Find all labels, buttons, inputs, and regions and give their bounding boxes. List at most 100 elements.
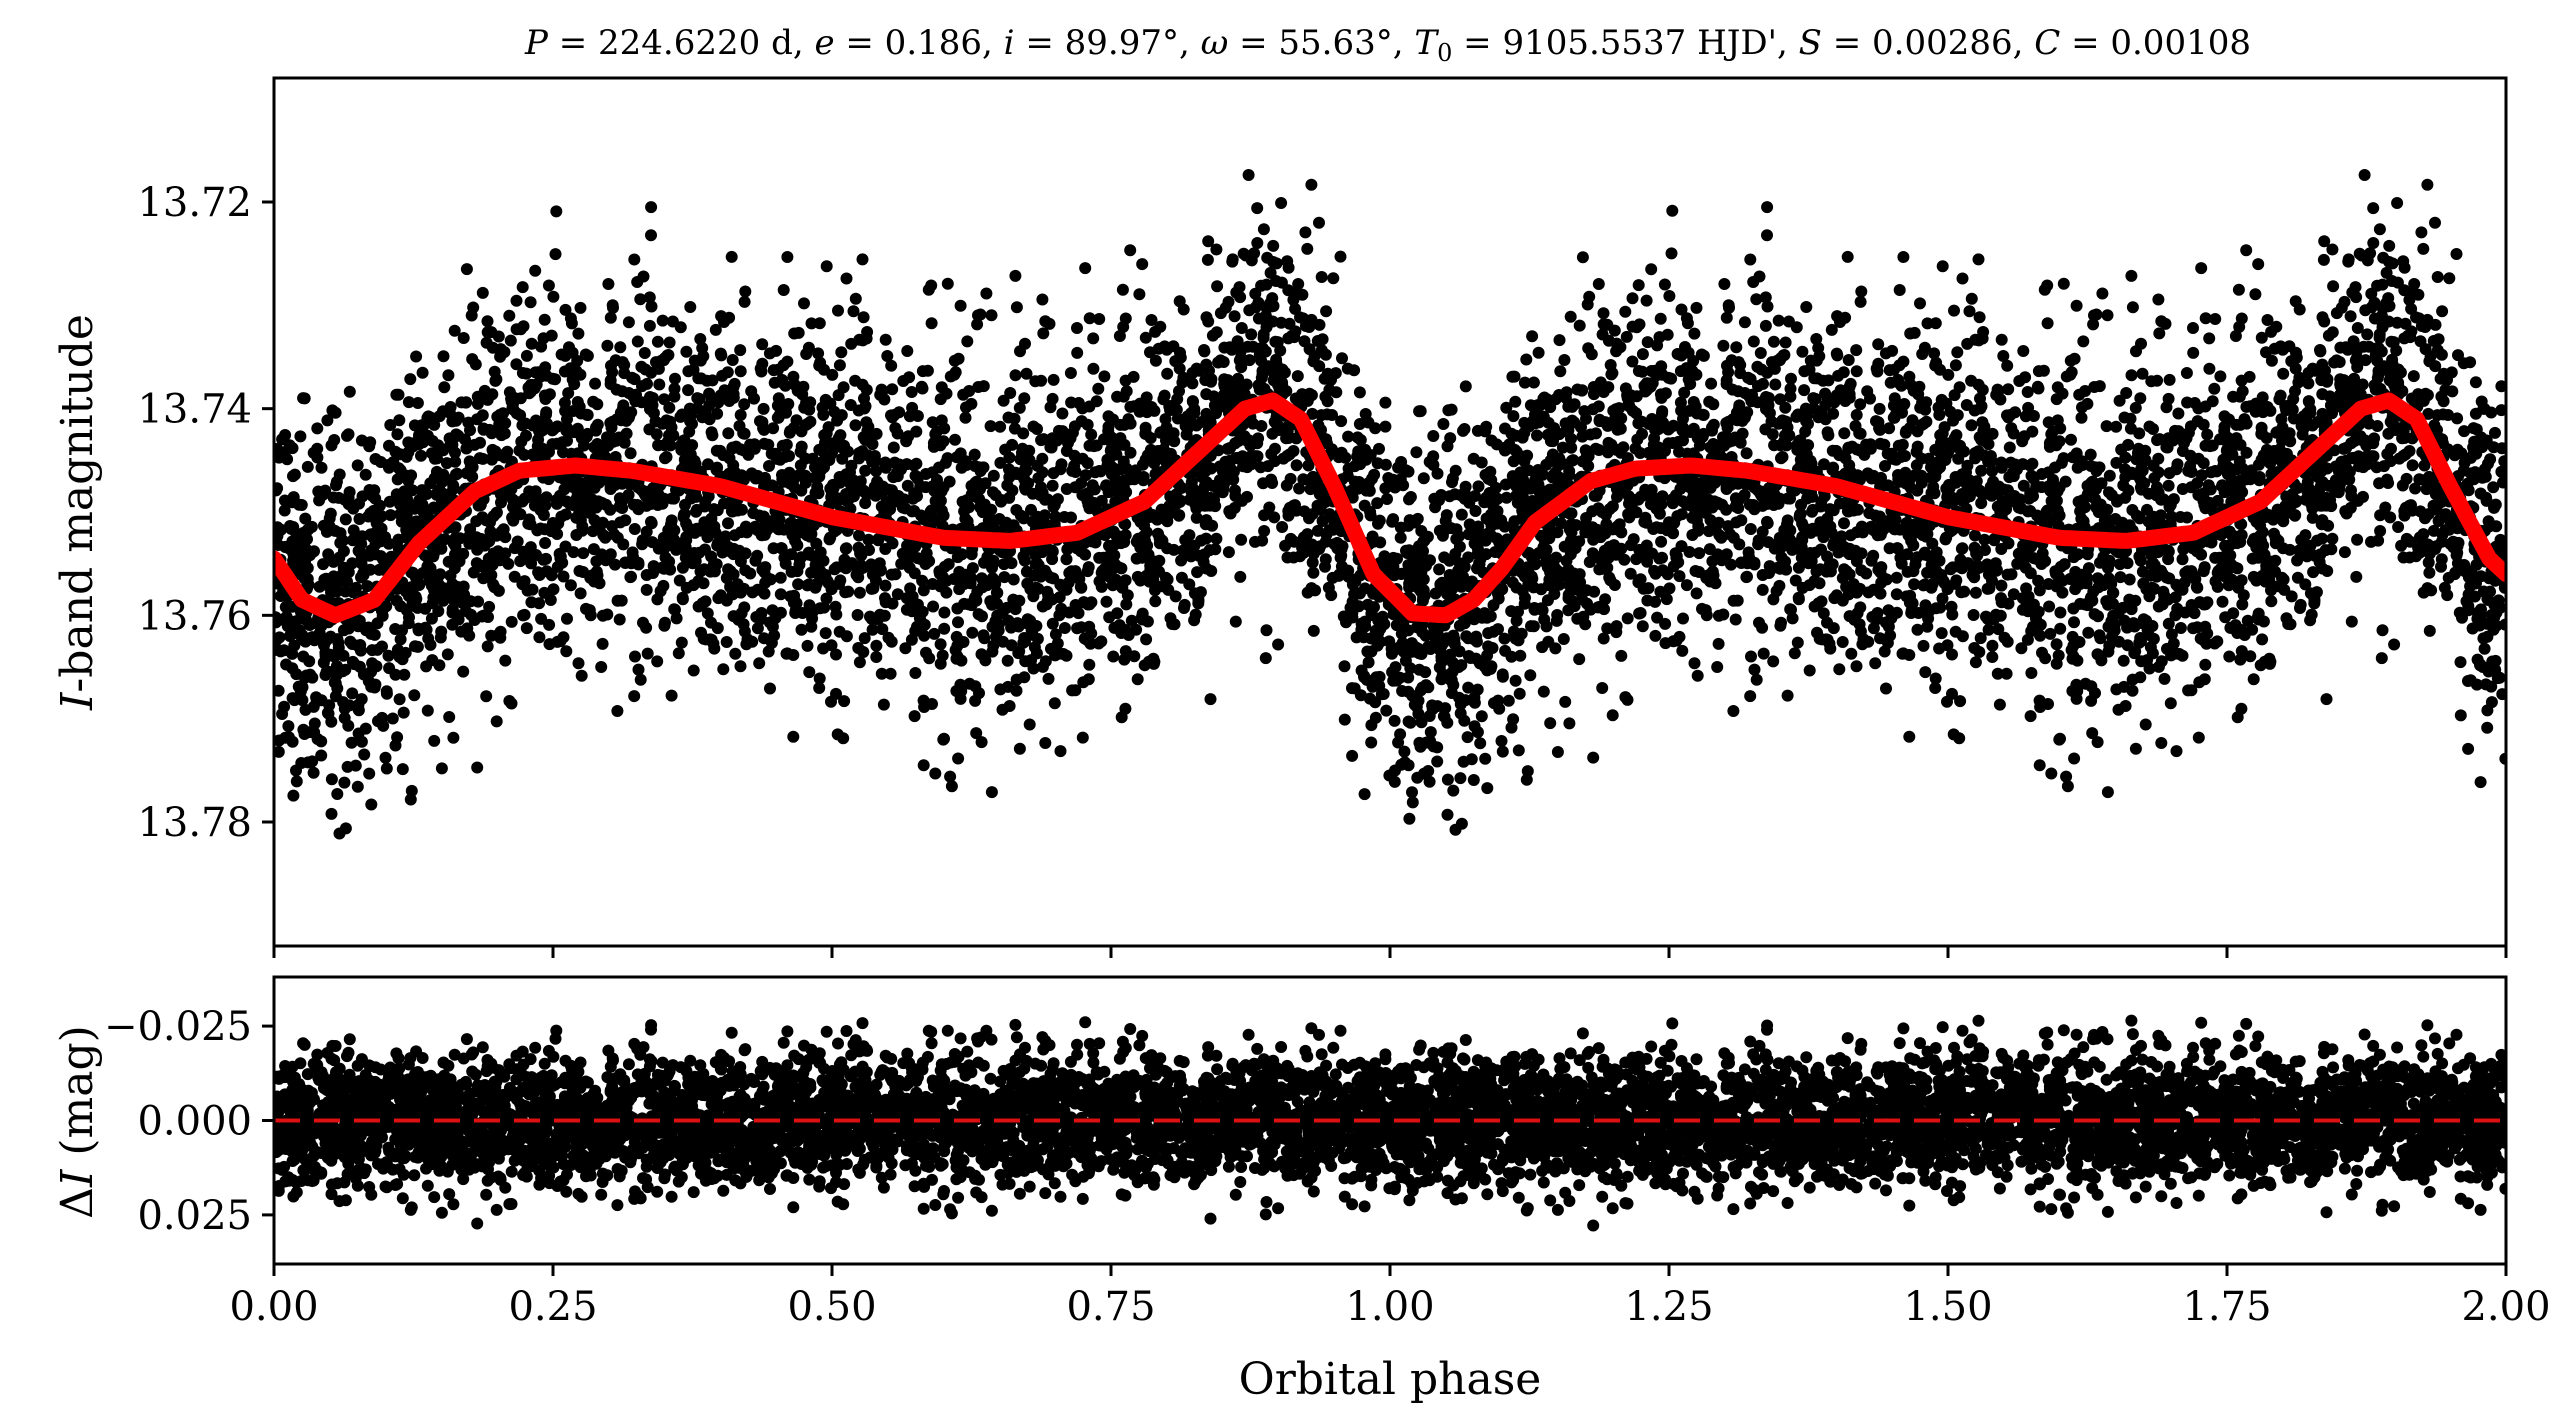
data-point xyxy=(966,562,979,575)
data-point xyxy=(1509,674,1522,687)
data-point xyxy=(1973,311,1986,324)
data-point xyxy=(1991,667,2004,680)
data-point xyxy=(393,693,406,706)
data-point xyxy=(1140,633,1153,646)
data-point xyxy=(1353,386,1366,399)
data-point xyxy=(538,313,551,326)
data-point xyxy=(1392,461,1405,474)
data-point xyxy=(1680,579,1693,592)
data-point xyxy=(1850,660,1863,673)
data-point xyxy=(1024,583,1037,596)
data-point xyxy=(2432,515,2445,527)
data-point xyxy=(1505,721,1518,734)
data-point xyxy=(715,349,728,362)
data-point xyxy=(2256,633,2269,646)
data-point xyxy=(744,567,757,580)
data-point xyxy=(1969,529,1981,542)
data-point xyxy=(2082,626,2095,639)
data-point xyxy=(624,447,637,460)
data-point xyxy=(1919,666,1932,679)
data-point xyxy=(2140,583,2153,596)
data-point xyxy=(1573,653,1586,666)
data-point xyxy=(2415,226,2428,239)
data-point xyxy=(2454,709,2467,722)
data-point xyxy=(1296,288,1309,301)
data-point xyxy=(343,385,356,398)
data-point xyxy=(1526,330,1539,343)
data-point xyxy=(1036,660,1049,673)
data-point xyxy=(1673,570,1686,583)
data-point xyxy=(1790,410,1803,423)
data-point xyxy=(2350,345,2363,358)
data-point xyxy=(1291,370,1304,383)
data-point xyxy=(1226,255,1239,268)
data-point xyxy=(1860,567,1873,580)
data-point xyxy=(1175,571,1188,584)
data-point xyxy=(2172,407,2185,420)
data-point xyxy=(2135,337,2147,350)
data-point xyxy=(1512,605,1524,618)
data-point xyxy=(1472,480,1485,493)
data-point xyxy=(1611,520,1624,533)
data-point xyxy=(2015,642,2028,655)
data-point xyxy=(1005,621,1018,634)
data-point xyxy=(1641,336,1654,349)
data-point xyxy=(557,570,570,583)
data-point xyxy=(1414,405,1427,418)
data-point xyxy=(1520,773,1533,786)
data-point xyxy=(1055,458,1068,471)
data-point xyxy=(2187,322,2199,334)
data-point xyxy=(1071,622,1084,635)
data-point xyxy=(1177,303,1190,316)
data-point xyxy=(2229,330,2242,342)
data-point xyxy=(2358,169,2371,181)
data-point xyxy=(643,319,656,332)
data-point xyxy=(2252,458,2265,471)
data-point xyxy=(2412,288,2425,301)
data-point xyxy=(1691,669,1704,682)
data-point xyxy=(532,566,545,579)
data-point xyxy=(1433,563,1446,576)
data-point xyxy=(1322,581,1335,594)
data-point xyxy=(929,767,942,780)
data-point xyxy=(763,460,775,472)
data-point xyxy=(649,415,662,428)
data-point xyxy=(373,499,386,512)
data-point xyxy=(814,356,827,369)
data-point xyxy=(1489,481,1502,494)
data-point xyxy=(729,647,742,660)
data-point xyxy=(836,452,849,465)
data-point xyxy=(471,761,484,774)
data-point xyxy=(441,648,454,661)
data-point xyxy=(1454,772,1467,785)
data-point xyxy=(1047,467,1060,480)
data-point xyxy=(2383,239,2396,252)
data-point xyxy=(2235,312,2248,325)
data-point xyxy=(2345,615,2358,628)
data-point xyxy=(2429,216,2441,229)
data-point xyxy=(1269,442,1281,455)
data-point xyxy=(1677,612,1689,625)
data-point xyxy=(977,461,990,474)
data-point xyxy=(2120,387,2133,399)
data-point xyxy=(2110,456,2123,469)
data-point xyxy=(1321,408,1334,421)
data-point xyxy=(2162,479,2175,492)
data-point xyxy=(1013,401,1026,414)
data-point xyxy=(1462,551,1475,564)
data-point xyxy=(1185,476,1198,489)
data-point xyxy=(1137,471,1150,483)
data-point xyxy=(529,264,542,277)
data-point xyxy=(2118,680,2130,693)
data-point xyxy=(516,281,529,294)
data-point xyxy=(1131,673,1144,686)
data-point xyxy=(365,798,378,811)
data-point xyxy=(885,359,898,372)
data-point xyxy=(2089,687,2101,700)
data-point xyxy=(674,321,687,334)
data-point xyxy=(1388,714,1401,727)
data-point xyxy=(525,337,538,350)
data-point xyxy=(795,440,808,453)
data-point xyxy=(857,431,870,444)
